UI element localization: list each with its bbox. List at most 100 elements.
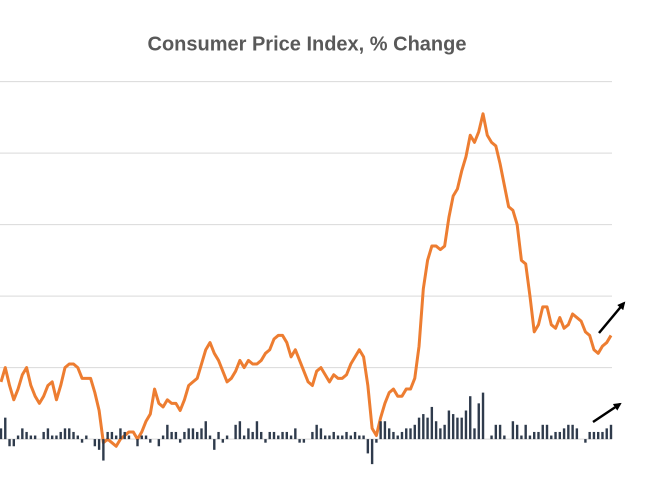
bar <box>392 431 395 440</box>
bar <box>319 428 323 440</box>
bar <box>102 439 105 461</box>
bar <box>55 435 58 440</box>
chart-title: Consumer Price Index, % Change <box>148 33 467 55</box>
bar <box>16 435 20 440</box>
bar <box>166 424 169 440</box>
bar <box>187 428 190 440</box>
bar <box>597 431 600 440</box>
bar <box>366 439 370 454</box>
bar <box>443 424 446 440</box>
bar <box>178 439 182 443</box>
bar <box>422 414 425 440</box>
bar <box>298 439 301 443</box>
bar <box>592 431 596 440</box>
bar <box>605 428 608 440</box>
bar <box>554 431 557 440</box>
annotation-arrows <box>592 301 626 424</box>
bar <box>315 424 318 440</box>
bar <box>447 410 451 440</box>
bar <box>451 414 455 440</box>
bar <box>46 428 50 440</box>
bar <box>191 428 195 440</box>
bar <box>567 424 570 440</box>
bar <box>434 421 438 440</box>
bar <box>170 431 173 440</box>
bar <box>345 431 348 440</box>
bar <box>498 424 502 440</box>
bar <box>588 431 591 440</box>
bar <box>520 435 523 440</box>
bar <box>200 428 203 440</box>
bar <box>460 417 463 440</box>
bar <box>571 424 574 440</box>
bar <box>255 421 259 440</box>
bar <box>528 435 532 440</box>
bar <box>12 439 15 447</box>
bar <box>379 421 382 440</box>
bar <box>93 439 97 447</box>
bar <box>68 428 71 440</box>
bar <box>234 424 237 440</box>
bar <box>413 424 416 440</box>
bar <box>609 424 613 440</box>
bar <box>456 417 459 440</box>
bar <box>575 428 579 440</box>
bar <box>42 431 45 440</box>
bar <box>294 428 297 440</box>
bar <box>584 439 587 443</box>
bar <box>430 406 434 440</box>
bar <box>362 435 365 440</box>
bar <box>332 431 335 440</box>
bar <box>217 431 220 440</box>
bar <box>268 431 271 440</box>
bar <box>477 403 480 440</box>
bar <box>490 435 493 440</box>
bar <box>251 431 254 440</box>
bar <box>208 435 212 440</box>
bar <box>515 424 519 440</box>
bar <box>400 431 404 440</box>
bar <box>238 421 242 440</box>
bar <box>387 428 391 440</box>
bar <box>247 428 250 440</box>
bar <box>8 439 11 447</box>
bar <box>272 431 276 440</box>
bar <box>341 435 344 440</box>
bar <box>417 417 421 440</box>
bar <box>144 435 148 440</box>
bar <box>545 424 549 440</box>
bar <box>25 431 28 440</box>
arrow <box>598 301 626 334</box>
bar <box>140 435 143 440</box>
bar <box>4 417 7 440</box>
bar <box>213 439 216 450</box>
bar <box>149 439 152 443</box>
bar <box>370 439 374 465</box>
bar <box>469 396 472 440</box>
bar <box>511 421 515 440</box>
bar <box>157 439 161 447</box>
bar <box>473 428 476 440</box>
bar <box>127 435 131 440</box>
bar <box>119 428 122 440</box>
bar <box>494 424 498 440</box>
bar <box>110 431 114 440</box>
bar <box>353 431 357 440</box>
bar <box>349 435 352 440</box>
bar <box>123 431 126 440</box>
bar <box>285 431 289 440</box>
bar <box>409 428 412 440</box>
bar <box>558 431 562 440</box>
line <box>0 112 613 448</box>
bar <box>85 435 88 440</box>
bar <box>601 431 604 440</box>
bar <box>550 435 553 440</box>
bar <box>328 435 331 440</box>
bar <box>72 431 75 440</box>
bar <box>302 439 306 443</box>
bar <box>439 428 442 440</box>
bar <box>405 428 408 440</box>
bar <box>225 435 229 440</box>
bar <box>277 435 280 440</box>
bar <box>242 435 246 440</box>
